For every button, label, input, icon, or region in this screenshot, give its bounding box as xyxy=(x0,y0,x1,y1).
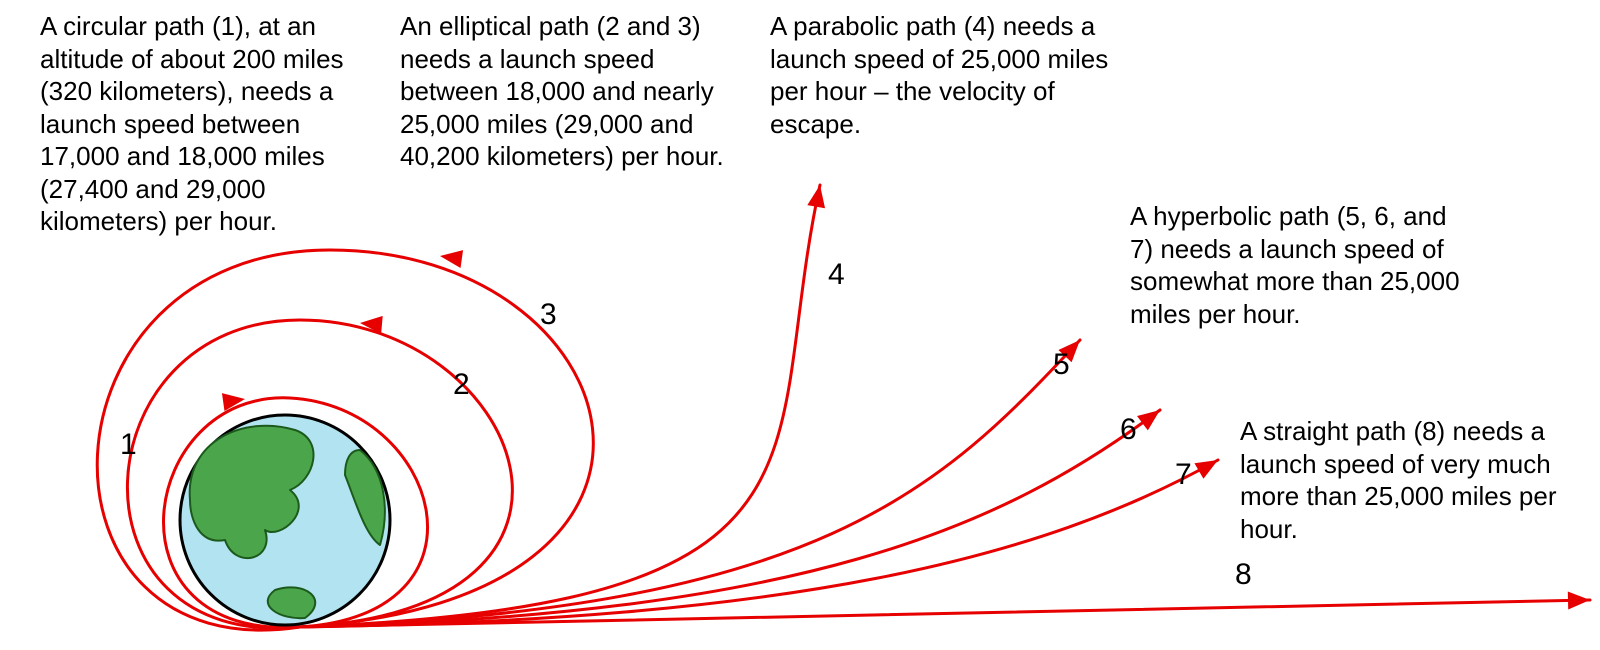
path-6-hyperbolic-arrowhead-icon xyxy=(1137,403,1165,431)
path-3-elliptical-arrowhead-icon xyxy=(439,247,463,268)
path-label-5: 5 xyxy=(1053,350,1070,380)
path-label-7: 7 xyxy=(1175,460,1192,490)
path-label-6: 6 xyxy=(1120,415,1137,445)
path-7-hyperbolic-arrowhead-icon xyxy=(1194,452,1222,479)
caption-straight: A straight path (8) needs a launch speed… xyxy=(1240,415,1590,545)
path-6-hyperbolic xyxy=(300,410,1160,627)
diagram-stage: A circular path (1), at an altitude of a… xyxy=(0,0,1600,650)
path-label-3: 3 xyxy=(540,300,557,330)
path-label-8: 8 xyxy=(1235,560,1252,590)
path-label-1: 1 xyxy=(120,430,137,460)
caption-elliptical: An elliptical path (2 and 3) needs a lau… xyxy=(400,10,730,173)
path-label-4: 4 xyxy=(828,260,845,290)
caption-parabolic: A parabolic path (4) needs a launch spee… xyxy=(770,10,1110,140)
earth-icon xyxy=(180,415,390,625)
path-8-straight-arrowhead-icon xyxy=(1568,591,1590,609)
path-label-2: 2 xyxy=(453,370,470,400)
caption-hyperbolic: A hyperbolic path (5, 6, and 7) needs a … xyxy=(1130,200,1470,330)
caption-circular: A circular path (1), at an altitude of a… xyxy=(40,10,380,238)
